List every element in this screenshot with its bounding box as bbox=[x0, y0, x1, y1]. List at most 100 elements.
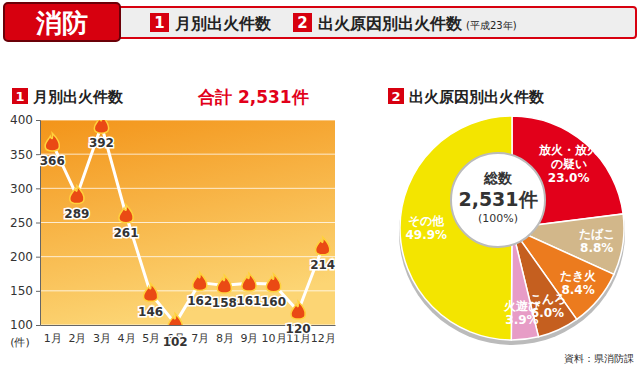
data-label: 160 bbox=[261, 295, 286, 309]
slice-label-line: 火遊び bbox=[503, 299, 541, 313]
slice-label: たき火 bbox=[560, 269, 597, 283]
x-tick-label: 1月 bbox=[44, 332, 62, 345]
chart-title: 月別出火件数 bbox=[32, 88, 124, 106]
x-tick: 5月 bbox=[142, 325, 160, 345]
source: 資料：県消防課 bbox=[564, 353, 634, 364]
marker bbox=[168, 314, 182, 325]
slice-label-line: その他 bbox=[408, 214, 445, 228]
center-text: (100%) bbox=[478, 212, 518, 225]
slice-label: その他 bbox=[408, 214, 445, 228]
y-tick-mark bbox=[36, 120, 40, 121]
y-grid-line bbox=[40, 188, 335, 189]
marker bbox=[242, 273, 256, 291]
y-tick-label: 100 bbox=[10, 318, 33, 332]
marker bbox=[143, 284, 157, 302]
slice-label-line: 放火・放火 bbox=[538, 143, 600, 157]
header-note: (平成23年) bbox=[466, 20, 517, 31]
y-grid-line bbox=[40, 154, 335, 155]
marker bbox=[94, 120, 108, 133]
slice-label-line: たき火 bbox=[560, 269, 597, 283]
header-label: 月別出火件数 bbox=[174, 14, 272, 33]
chart-title: 出火原因別出火件数 bbox=[409, 88, 545, 106]
slice-label: 放火・放火の疑い bbox=[538, 143, 600, 171]
y-tick-label: 300 bbox=[10, 182, 33, 196]
y-axis: 100 150 200 250 300 350 400 bbox=[10, 113, 40, 332]
header-number: 1 bbox=[154, 14, 164, 32]
header-band bbox=[110, 7, 636, 38]
y-tick-label: 200 bbox=[10, 250, 33, 264]
x-tick-label: 7月 bbox=[191, 332, 209, 345]
y-tick: 350 bbox=[10, 148, 40, 162]
marker bbox=[119, 205, 133, 223]
data-label: 214 bbox=[310, 258, 335, 272]
x-tick-label: 4月 bbox=[118, 332, 136, 345]
header-number: 2 bbox=[297, 14, 307, 32]
y-grid-line bbox=[40, 290, 335, 291]
canvas: 消防1月別出火件数2出火原因別出火件数(平成23年)1月別出火件数合計 2,53… bbox=[0, 0, 640, 369]
y-tick: 250 bbox=[10, 216, 40, 230]
data-label: 162 bbox=[187, 294, 212, 308]
x-tick-label: 5月 bbox=[142, 332, 160, 345]
y-tick: 200 bbox=[10, 250, 40, 264]
data-label: 120 bbox=[286, 322, 311, 336]
slice-label-line: の疑い bbox=[551, 157, 587, 171]
slice-label: たばこ bbox=[579, 227, 615, 241]
data-label: 146 bbox=[138, 305, 163, 319]
y-grid-line bbox=[40, 256, 335, 257]
data-label: 161 bbox=[236, 294, 261, 308]
header-title: 消防 bbox=[35, 8, 88, 38]
y-tick-label: 350 bbox=[10, 148, 33, 162]
y-tick-label: 150 bbox=[10, 284, 33, 298]
data-labels: 366289392261146102162158161160120214 bbox=[40, 136, 335, 348]
page: 消防1月別出火件数2出火原因別出火件数(平成23年)1月別出火件数合計 2,53… bbox=[0, 0, 640, 369]
y-tick-mark bbox=[36, 188, 40, 189]
y-grid-line bbox=[40, 120, 335, 121]
marker bbox=[291, 301, 305, 319]
title-badge-number: 1 bbox=[15, 89, 24, 104]
data-label: 102 bbox=[163, 335, 188, 349]
x-tick: 8月 bbox=[216, 325, 234, 345]
marker bbox=[266, 274, 280, 292]
y-tick: 400 bbox=[10, 113, 40, 127]
x-tick: 3月 bbox=[93, 325, 111, 345]
y-grid-line bbox=[40, 222, 335, 223]
x-tick: 2月 bbox=[68, 325, 86, 345]
x-tick-label: 2月 bbox=[68, 332, 86, 345]
slice-value: 8.4% bbox=[561, 283, 594, 297]
marker bbox=[316, 237, 330, 255]
y-tick-mark bbox=[36, 223, 40, 224]
annotation: 合計 2,531件 bbox=[197, 87, 309, 107]
marker bbox=[70, 186, 84, 204]
x-tick-label: 10月 bbox=[262, 332, 287, 345]
line bbox=[52, 125, 322, 323]
title-badge bbox=[12, 88, 28, 104]
header-number-box bbox=[293, 13, 312, 32]
header-title-box bbox=[4, 3, 120, 41]
marker bbox=[217, 275, 231, 293]
y-tick-label: 400 bbox=[10, 113, 33, 127]
center-text: 総数 bbox=[483, 170, 513, 186]
marker bbox=[45, 133, 59, 151]
x-tick: 7月 bbox=[191, 325, 209, 345]
slice-value: 3.9% bbox=[505, 313, 538, 327]
y-tick: 100 bbox=[10, 318, 40, 332]
title-badge bbox=[388, 88, 404, 104]
x-tick-label: 3月 bbox=[93, 332, 111, 345]
x-tick: 4月 bbox=[118, 325, 136, 345]
slice-label-line: たばこ bbox=[579, 227, 615, 241]
x-tick: 1月 bbox=[44, 325, 62, 345]
slice-value: 49.9% bbox=[406, 228, 448, 242]
y-tick-mark bbox=[36, 291, 40, 292]
x-tick-label: 8月 bbox=[216, 332, 234, 345]
slice-value: 8.8% bbox=[580, 241, 613, 255]
y-tick-mark bbox=[36, 325, 40, 326]
y-tick-label: 250 bbox=[10, 216, 33, 230]
header-label: 出火原因別出火件数 bbox=[318, 14, 463, 33]
y-tick: 150 bbox=[10, 284, 40, 298]
pie-labels: 放火・放火の疑い23.0%たばこ8.8%たき火8.4%こんろ6.0%火遊び3.9… bbox=[406, 143, 615, 327]
header-number-box bbox=[150, 13, 169, 32]
x-tick: 12月 bbox=[311, 325, 336, 345]
marker bbox=[193, 273, 207, 291]
y-tick: 300 bbox=[10, 182, 40, 196]
data-label: 261 bbox=[114, 226, 139, 240]
